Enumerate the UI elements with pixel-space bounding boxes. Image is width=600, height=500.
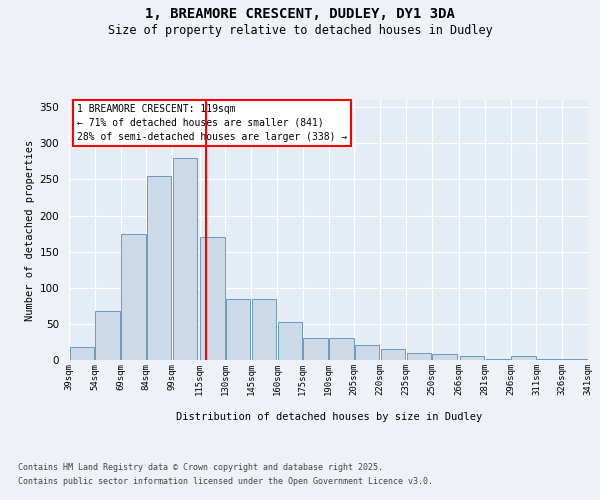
Text: Contains public sector information licensed under the Open Government Licence v3: Contains public sector information licen…	[18, 477, 433, 486]
Bar	[200, 237, 225, 360]
Bar	[407, 353, 431, 360]
Bar	[147, 176, 172, 360]
Bar	[121, 234, 146, 360]
Bar	[537, 358, 562, 360]
Text: 1, BREAMORE CRESCENT, DUDLEY, DY1 3DA: 1, BREAMORE CRESCENT, DUDLEY, DY1 3DA	[145, 8, 455, 22]
Text: 1 BREAMORE CRESCENT: 119sqm
← 71% of detached houses are smaller (841)
28% of se: 1 BREAMORE CRESCENT: 119sqm ← 71% of det…	[77, 104, 347, 142]
Bar	[70, 347, 94, 360]
Bar	[432, 354, 457, 360]
Bar	[511, 356, 536, 360]
Text: Size of property relative to detached houses in Dudley: Size of property relative to detached ho…	[107, 24, 493, 37]
Text: Distribution of detached houses by size in Dudley: Distribution of detached houses by size …	[176, 412, 482, 422]
Bar	[329, 338, 353, 360]
Bar	[95, 311, 120, 360]
Bar	[460, 356, 484, 360]
Text: Contains HM Land Registry data © Crown copyright and database right 2025.: Contains HM Land Registry data © Crown c…	[18, 464, 383, 472]
Bar	[173, 158, 197, 360]
Bar	[278, 322, 302, 360]
Y-axis label: Number of detached properties: Number of detached properties	[25, 140, 35, 320]
Bar	[304, 338, 328, 360]
Bar	[252, 298, 276, 360]
Bar	[381, 349, 405, 360]
Bar	[355, 345, 379, 360]
Bar	[226, 298, 250, 360]
Bar	[485, 358, 510, 360]
